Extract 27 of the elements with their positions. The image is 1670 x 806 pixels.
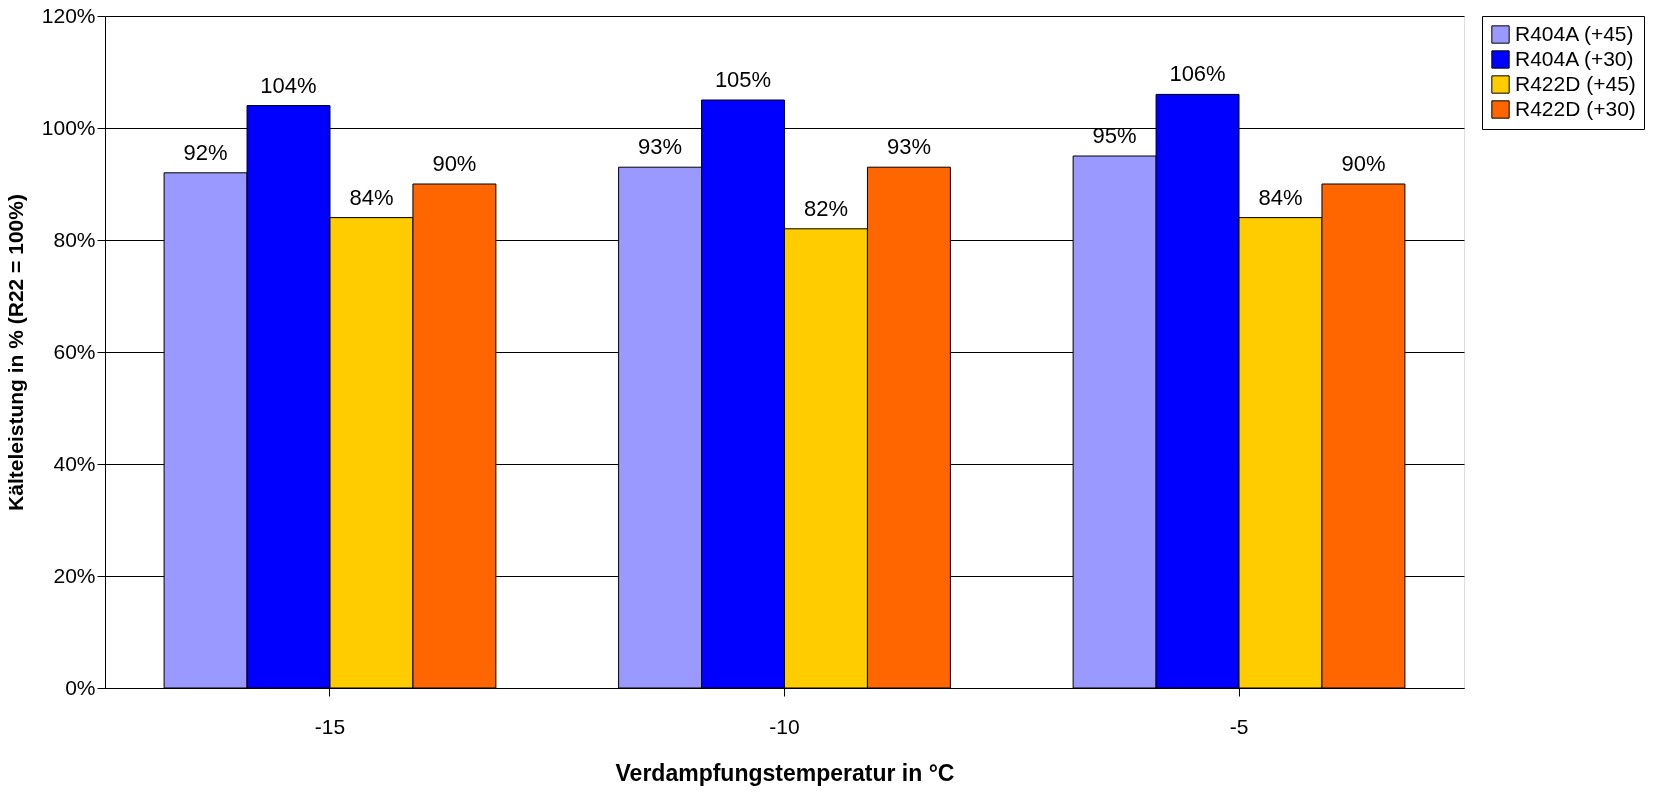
- y-tick-label: 40%: [53, 451, 96, 475]
- data-label: 92%: [183, 139, 228, 165]
- x-tick-label: -5: [1229, 714, 1249, 738]
- legend-label: R404A (+30): [1515, 46, 1634, 70]
- y-tick-label: 0%: [65, 675, 96, 699]
- x-axis-title: Verdampfungstemperatur in °C: [615, 759, 955, 786]
- y-tick-label: 120%: [41, 3, 96, 27]
- data-label: 84%: [1258, 184, 1303, 210]
- legend-label: R422D (+45): [1515, 71, 1636, 95]
- data-label: 93%: [638, 134, 683, 160]
- data-label: 84%: [349, 184, 394, 210]
- y-tick-label: 60%: [53, 339, 96, 363]
- data-label: 104%: [260, 72, 317, 98]
- data-label: 82%: [803, 195, 848, 221]
- data-label: 105%: [714, 67, 772, 92]
- y-tick-label: 20%: [53, 563, 96, 587]
- data-label: 90%: [1341, 151, 1386, 176]
- x-tick-label: -10: [769, 714, 800, 738]
- legend-label: R422D (+30): [1515, 96, 1636, 120]
- x-tick-label: -15: [314, 714, 346, 738]
- y-tick-label: 80%: [53, 227, 96, 251]
- y-tick-label: 100%: [41, 115, 96, 139]
- y-axis-title: Kälteleistung in % (R22 = 100%): [3, 194, 27, 511]
- data-label: 90%: [432, 151, 477, 176]
- legend-label: R404A (+45): [1515, 21, 1634, 45]
- data-label: 106%: [1169, 61, 1226, 87]
- data-label: 93%: [886, 134, 931, 160]
